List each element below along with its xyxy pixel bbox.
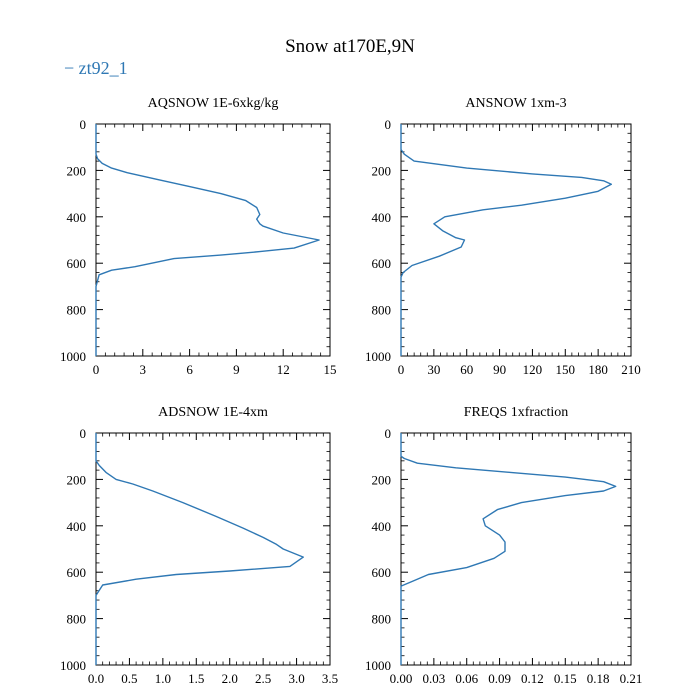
legend-line-marker: − (64, 58, 75, 78)
y-tick-label: 200 (67, 163, 87, 178)
panel-frame (95, 123, 331, 357)
panel-frame (400, 123, 632, 357)
x-tick-label: 120 (523, 362, 543, 377)
y-tick-label: 400 (67, 210, 87, 225)
x-tick-label: 3.0 (288, 671, 304, 686)
y-tick-label: 400 (372, 210, 392, 225)
x-tick-label: 60 (460, 362, 473, 377)
figure-title: Snow at170E,9N (285, 36, 415, 57)
y-tick-label: 1000 (60, 658, 86, 673)
y-tick-label: 400 (67, 519, 87, 534)
y-tick-label: 400 (372, 519, 392, 534)
y-tick-label: 600 (372, 256, 392, 271)
x-tick-label: 6 (186, 362, 193, 377)
series-line (400, 124, 612, 356)
x-tick-label: 0.5 (121, 671, 137, 686)
x-tick-label: 3.5 (322, 671, 338, 686)
y-tick-label: 200 (67, 472, 87, 487)
panel-frame (400, 432, 632, 666)
x-tick-label: 15 (324, 362, 337, 377)
x-tick-label: 2.0 (222, 671, 238, 686)
y-tick-label: 600 (67, 256, 87, 271)
x-tick-label: 0.03 (422, 671, 445, 686)
legend: − zt92_1 (64, 58, 128, 79)
x-tick-label: 0.0 (88, 671, 104, 686)
x-tick-label: 2.5 (255, 671, 271, 686)
x-tick-label: 1.0 (155, 671, 171, 686)
y-tick-label: 0 (80, 117, 87, 132)
x-tick-label: 0 (398, 362, 405, 377)
y-tick-label: 200 (372, 472, 392, 487)
panel-frame (95, 432, 331, 666)
x-tick-label: 0.18 (587, 671, 610, 686)
x-tick-label: 150 (556, 362, 576, 377)
series-line (95, 433, 304, 665)
x-tick-label: 210 (621, 362, 641, 377)
x-tick-label: 30 (427, 362, 440, 377)
x-tick-label: 0.09 (488, 671, 511, 686)
y-tick-label: 1000 (60, 349, 86, 364)
x-tick-label: 1.5 (188, 671, 204, 686)
x-tick-label: 0 (93, 362, 100, 377)
legend-label: zt92_1 (78, 58, 128, 78)
y-tick-label: 600 (372, 565, 392, 580)
x-tick-label: 12 (277, 362, 290, 377)
panel-title: ADSNOW 1E-4xm (158, 405, 268, 420)
y-tick-label: 800 (67, 303, 87, 318)
series-line (95, 124, 320, 356)
x-tick-label: 0.15 (554, 671, 577, 686)
series-line (400, 433, 617, 665)
x-tick-label: 180 (588, 362, 608, 377)
y-tick-label: 0 (80, 426, 87, 441)
x-tick-label: 3 (140, 362, 147, 377)
x-tick-label: 9 (233, 362, 240, 377)
y-tick-label: 1000 (365, 658, 391, 673)
y-tick-label: 800 (372, 612, 392, 627)
panel-title: ANSNOW 1xm-3 (465, 96, 566, 111)
y-tick-label: 1000 (365, 349, 391, 364)
y-tick-label: 800 (67, 612, 87, 627)
x-tick-label: 90 (493, 362, 506, 377)
x-tick-label: 0.06 (455, 671, 478, 686)
y-tick-label: 200 (372, 163, 392, 178)
y-tick-label: 600 (67, 565, 87, 580)
panel-title: AQSNOW 1E-6xkg/kg (148, 96, 279, 111)
x-tick-label: 0.12 (521, 671, 544, 686)
y-tick-label: 0 (385, 426, 392, 441)
y-tick-label: 800 (372, 303, 392, 318)
y-tick-label: 0 (385, 117, 392, 132)
x-tick-label: 0.21 (620, 671, 643, 686)
panel-title: FREQS 1xfraction (464, 405, 569, 420)
x-tick-label: 0.00 (390, 671, 413, 686)
